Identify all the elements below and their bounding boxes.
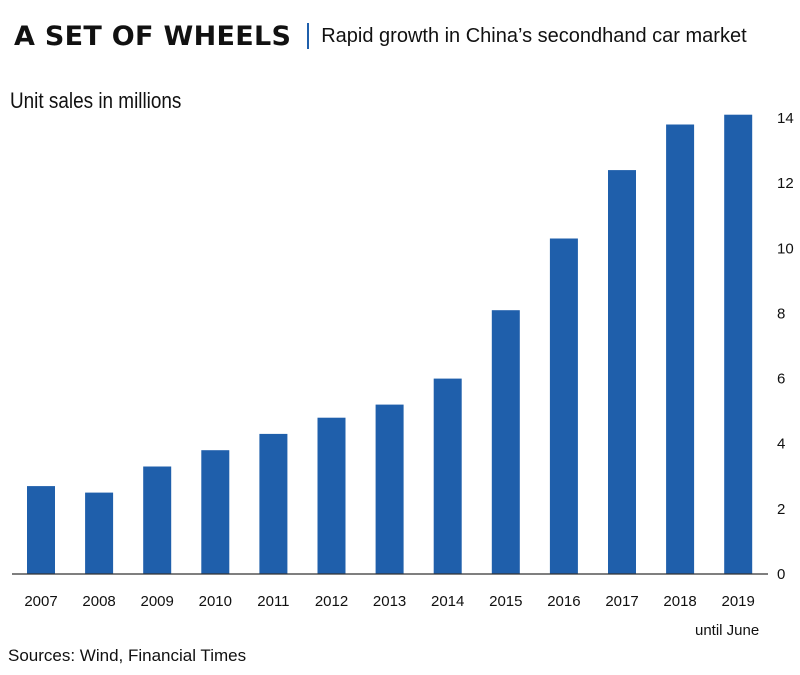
bar-2019 xyxy=(724,114,753,574)
bar-2013 xyxy=(375,404,404,574)
bar-2012 xyxy=(317,417,346,574)
x-tick-label-2010: 2010 xyxy=(199,593,232,610)
bar-2018 xyxy=(666,124,695,574)
x-tick-label-2019: 2019 xyxy=(722,593,755,610)
x-tick-label-2013: 2013 xyxy=(373,593,406,610)
x-tick-label-2008: 2008 xyxy=(82,593,115,610)
bar-2010 xyxy=(201,450,230,574)
title-divider xyxy=(307,23,310,49)
y-tick-label-14: 14 xyxy=(777,110,794,127)
bar-2007 xyxy=(27,486,55,574)
x-tick-label-2011: 2011 xyxy=(257,593,289,610)
chart-title: A SET OF WHEELS xyxy=(14,20,292,52)
bar-2016 xyxy=(549,238,578,574)
annotation-until-june: until June xyxy=(695,622,760,639)
bar-2014 xyxy=(433,378,462,574)
y-tick-label-4: 4 xyxy=(777,436,785,453)
x-tick-label-2007: 2007 xyxy=(24,593,57,610)
y-axis-label: Unit sales in millions xyxy=(10,88,182,113)
y-tick-label-12: 12 xyxy=(777,175,794,192)
chart-subtitle: Rapid growth in China’s secondhand car m… xyxy=(321,24,747,47)
bar-2011 xyxy=(259,433,288,574)
bar-chart: 2007 2008 2009 2010 2011 2012 2013 2014 2015 2016… xyxy=(12,110,794,610)
x-tick-label-2009: 2009 xyxy=(141,593,174,610)
bar-2009 xyxy=(143,466,172,574)
y-tick-label-2: 2 xyxy=(777,501,785,518)
x-tick-label-2016: 2016 xyxy=(547,593,580,610)
source-note: Sources: Wind, Financial Times xyxy=(8,646,247,665)
x-tick-label-2018: 2018 xyxy=(663,593,696,610)
bar-2015 xyxy=(491,310,520,574)
x-tick-label-2015: 2015 xyxy=(489,593,522,610)
bar-2008 xyxy=(85,492,114,574)
x-tick-label-2017: 2017 xyxy=(605,593,638,610)
x-tick-label-2012: 2012 xyxy=(315,593,348,610)
y-tick-label-8: 8 xyxy=(777,305,785,322)
y-tick-label-6: 6 xyxy=(777,371,785,388)
chart-header: A SET OF WHEELS Rapid growth in China’s … xyxy=(14,18,747,54)
y-tick-label-10: 10 xyxy=(777,240,794,257)
y-tick-label-0: 0 xyxy=(777,566,785,583)
bar-2017 xyxy=(608,170,636,574)
x-tick-label-2014: 2014 xyxy=(431,593,464,610)
